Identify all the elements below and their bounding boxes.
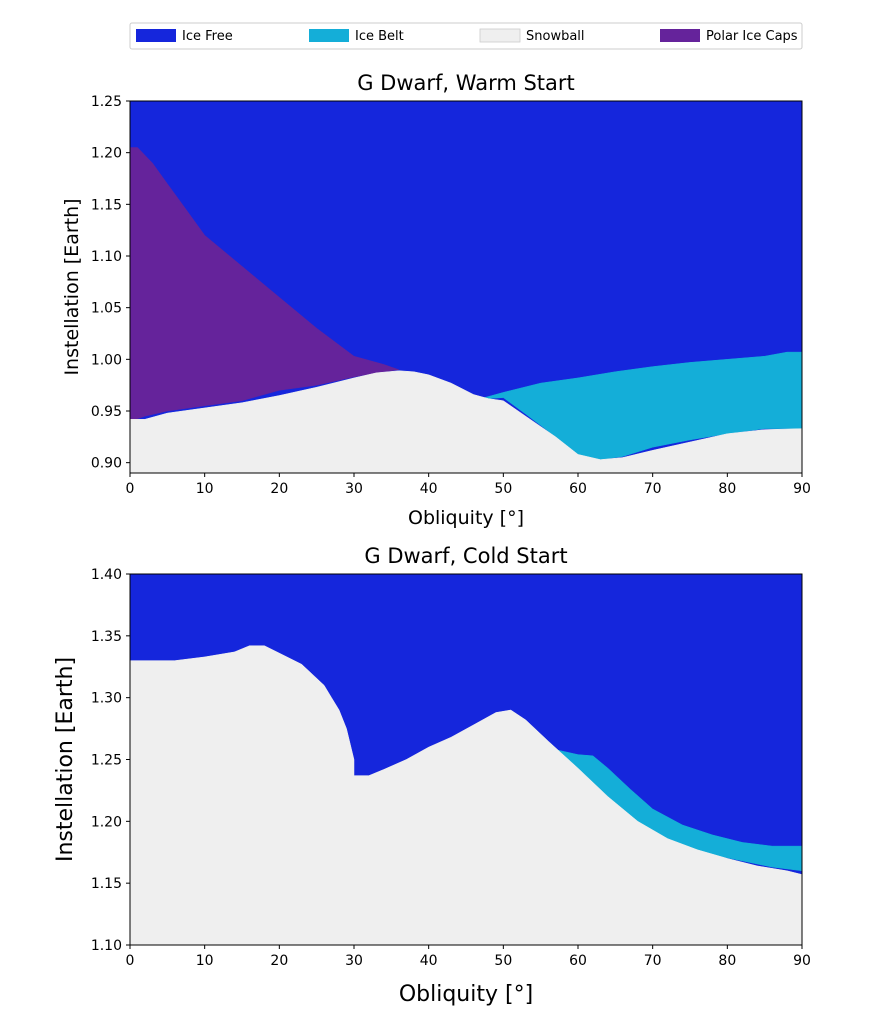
y-tick-label: 1.15 <box>91 876 122 892</box>
x-tick-label: 0 <box>126 953 135 969</box>
legend-label: Ice Belt <box>355 29 404 44</box>
legend-label: Ice Free <box>182 29 233 44</box>
legend-swatch <box>309 29 349 42</box>
y-axis-label: Instellation [Earth] <box>61 198 83 375</box>
x-tick-label: 60 <box>569 953 587 969</box>
y-tick-label: 0.95 <box>91 404 122 420</box>
x-tick-label: 60 <box>569 481 587 497</box>
x-tick-label: 10 <box>196 481 214 497</box>
y-tick-label: 1.30 <box>91 691 122 707</box>
x-tick-label: 30 <box>345 953 363 969</box>
x-tick-label: 50 <box>494 481 512 497</box>
chart-warm-start: 0 10 20 30 40 50 60 70 80 90 0.90 0.95 1.00 1.05 1.10 1… <box>61 71 811 529</box>
y-tick-label: 1.00 <box>91 352 122 368</box>
x-tick-label: 50 <box>494 953 512 969</box>
region-polar-ice-caps <box>130 147 399 422</box>
y-tick-label: 0.90 <box>91 456 122 472</box>
y-tick-label: 1.20 <box>91 814 122 830</box>
plot-area <box>130 101 802 473</box>
y-tick-label: 1.25 <box>91 94 122 110</box>
x-tick-label: 20 <box>270 481 288 497</box>
y-tick-label: 1.05 <box>91 301 122 317</box>
x-tick-label: 10 <box>196 953 214 969</box>
x-tick-label: 40 <box>420 481 438 497</box>
axes-frame <box>129 100 803 474</box>
chart-title: G Dwarf, Cold Start <box>364 544 567 568</box>
y-tick-label: 1.40 <box>91 567 122 583</box>
region-ice-belt <box>480 351 802 460</box>
x-tick-label: 70 <box>644 953 662 969</box>
y-tick-label: 1.10 <box>91 938 122 954</box>
x-tick-label: 90 <box>793 481 811 497</box>
legend-swatch <box>136 29 176 42</box>
plot-area <box>130 574 802 945</box>
x-tick-label: 40 <box>420 953 438 969</box>
chart-title: G Dwarf, Warm Start <box>357 71 575 95</box>
x-axis-label: Obliquity [°] <box>408 507 524 529</box>
region-snowball <box>130 645 802 945</box>
legend-swatch <box>479 28 521 43</box>
x-tick-label: 90 <box>793 953 811 969</box>
x-tick-label: 0 <box>126 481 135 497</box>
x-tick-label: 80 <box>718 953 736 969</box>
y-tick-label: 1.10 <box>91 249 122 265</box>
y-tick-label: 1.15 <box>91 197 122 213</box>
legend-frame <box>129 22 803 50</box>
legend-label: Snowball <box>526 29 585 44</box>
y-tick-label: 1.25 <box>91 753 122 769</box>
region-snowball <box>130 370 802 473</box>
x-tick-label: 70 <box>644 481 662 497</box>
x-axis-label: Obliquity [°] <box>399 982 533 1007</box>
y-tick-label: 1.20 <box>91 146 122 162</box>
x-tick-label: 80 <box>718 481 736 497</box>
legend-swatch <box>660 29 700 42</box>
legend: Ice Free Ice Belt Snowball Polar Ice Caps <box>129 22 803 50</box>
y-tick-label: 1.35 <box>91 629 122 645</box>
x-tick-label: 30 <box>345 481 363 497</box>
x-tick-label: 20 <box>270 953 288 969</box>
y-axis-label: Instellation [Earth] <box>53 657 78 862</box>
chart-cold-start: 0 10 20 30 40 50 60 70 80 90 1.10 1.15 1.20 1.25 1.30 1… <box>53 544 811 1007</box>
legend-label: Polar Ice Caps <box>706 29 798 44</box>
